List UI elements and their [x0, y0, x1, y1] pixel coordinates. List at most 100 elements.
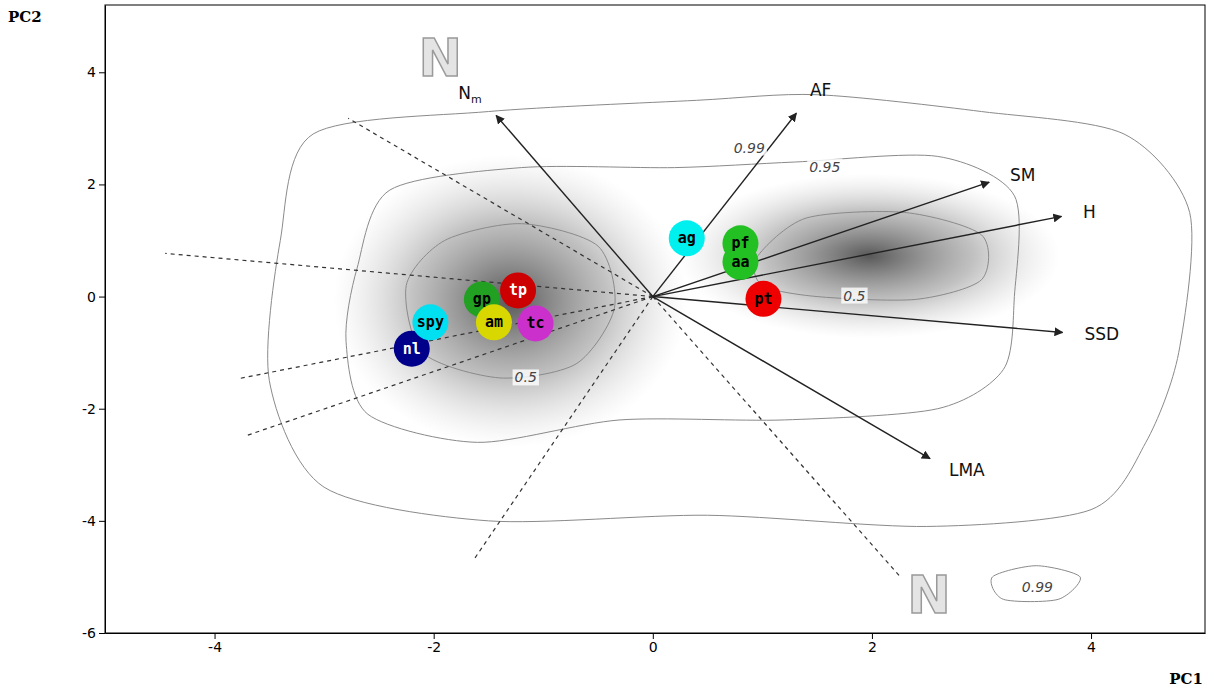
axis-line [105, 6, 106, 634]
dashed-line [473, 297, 653, 561]
contour-label-group: 0.95 [807, 159, 842, 175]
point [518, 305, 554, 341]
tick: -2 [427, 633, 441, 655]
point-label: nl [403, 340, 421, 358]
arrow-label-text: AF [810, 80, 831, 100]
density-shade [678, 173, 1060, 338]
tick: -6 [82, 625, 105, 641]
tick-mark [99, 633, 105, 634]
contour [406, 224, 615, 378]
trait-arrow [653, 297, 930, 459]
trait-arrow [653, 113, 797, 296]
axis-line [106, 633, 1206, 634]
point [669, 220, 705, 256]
contour-label: 0.5 [843, 288, 865, 304]
plot-frame [105, 5, 1205, 633]
tick-mark [99, 409, 105, 410]
point-label: tc [527, 314, 545, 332]
point-label: am [485, 313, 503, 331]
arrow-label: LMA [949, 460, 985, 480]
contour-label-group: 0.5 [513, 369, 539, 385]
tick: 2 [868, 633, 877, 655]
label-patch [1020, 579, 1055, 595]
tick-label: 2 [868, 639, 877, 655]
label-patch [732, 140, 767, 156]
contour [268, 94, 1192, 526]
tick: 4 [1087, 633, 1096, 655]
label-patch [513, 369, 539, 385]
trait-arrow [653, 182, 989, 296]
arrow-label-text: H [1083, 202, 1096, 222]
tick-mark [99, 72, 105, 73]
annotation: N [907, 565, 951, 625]
contour-label: 0.99 [1022, 579, 1053, 595]
tick-label: -2 [427, 639, 441, 655]
dashed-line [165, 253, 653, 296]
tick: 0 [649, 633, 658, 655]
dashed-line [653, 297, 900, 576]
chart: NN0.990.990.950.50.5NmAFSMHSSDLMAnlspygp… [0, 0, 1214, 695]
arrow-label: SSD [1084, 324, 1119, 344]
plot-area [165, 94, 1192, 601]
dashed-line [240, 297, 653, 379]
tick-label: 2 [87, 176, 96, 192]
contour-label: 0.95 [809, 159, 840, 175]
tick-mark [99, 521, 105, 522]
point [476, 304, 512, 340]
point-label: ag [678, 229, 696, 247]
tick-label: 4 [87, 64, 96, 80]
point [745, 281, 781, 317]
tick-label: -2 [82, 401, 96, 417]
arrow-label-text: SM [1010, 165, 1035, 185]
point-label: pt [754, 290, 772, 308]
arrow-label: SM [1010, 165, 1035, 185]
arrow-label: AF [810, 80, 831, 100]
point-label: tp [509, 281, 527, 299]
tick: 4 [87, 64, 105, 80]
contour-label: 0.5 [515, 369, 537, 385]
y-axis-title: PC2 [8, 8, 42, 26]
y-axis: -6 -4 -2 0 2 4 [82, 6, 105, 641]
arrow-label-text: N [458, 83, 471, 103]
contour-label-group: 0.5 [841, 288, 867, 304]
annotation: N [418, 28, 462, 88]
point-label: gp [473, 290, 491, 308]
dashed-line [246, 297, 652, 436]
arrow-label-text: SSD [1084, 324, 1119, 344]
tick: -4 [208, 633, 222, 655]
point-label: pf [731, 234, 749, 252]
contour-label-group: 0.99 [732, 140, 767, 156]
tick-label: 0 [649, 639, 658, 655]
arrow-label-text: LMA [949, 460, 985, 480]
tick: 0 [87, 289, 105, 305]
dashed-line [348, 118, 653, 296]
contour-label-group: 0.99 [1020, 579, 1055, 595]
tick-label: 0 [87, 289, 96, 305]
arrow-label-subscript: m [471, 93, 482, 106]
tick-mark [99, 297, 105, 298]
tick-label: -4 [82, 513, 96, 529]
tick-mark [99, 184, 105, 185]
label-patch [841, 288, 867, 304]
trait-arrow [653, 216, 1062, 296]
contour-label: 0.99 [734, 140, 765, 156]
arrow-label: Nm [458, 83, 481, 106]
tick-label: 4 [1087, 639, 1096, 655]
contour [754, 212, 989, 301]
point [412, 304, 448, 340]
arrow-label: H [1083, 202, 1096, 222]
point-label: aa [731, 253, 749, 271]
x-axis-title: PC1 [1169, 670, 1203, 688]
point [500, 272, 536, 308]
labels: NN0.990.990.950.50.5NmAFSMHSSDLMAnlspygp… [403, 28, 1119, 625]
tick: 2 [87, 176, 105, 192]
label-patch [807, 159, 842, 175]
tick-label: -4 [208, 639, 222, 655]
tick-label: -6 [82, 625, 96, 641]
tick: -4 [82, 513, 105, 529]
tick: -2 [82, 401, 105, 417]
point-label: spy [417, 313, 444, 331]
trait-arrow [496, 115, 653, 296]
contour [991, 566, 1080, 602]
x-axis: -4 -2 0 2 4 [106, 633, 1206, 655]
